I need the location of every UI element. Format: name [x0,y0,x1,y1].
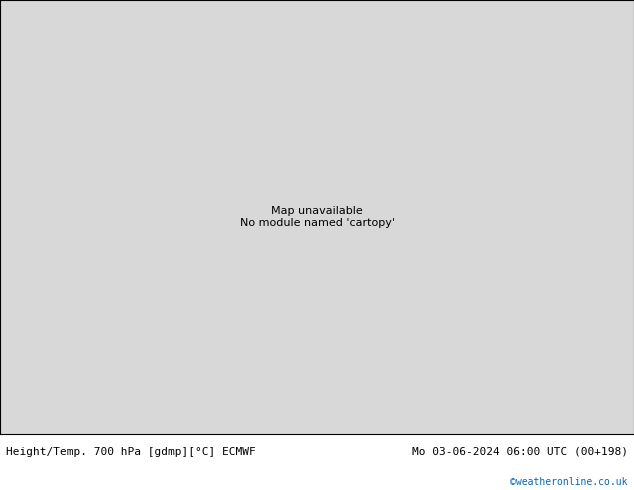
Text: Map unavailable
No module named 'cartopy': Map unavailable No module named 'cartopy… [240,206,394,228]
Text: Height/Temp. 700 hPa [gdmp][°C] ECMWF: Height/Temp. 700 hPa [gdmp][°C] ECMWF [6,447,256,457]
Text: Mo 03-06-2024 06:00 UTC (00+198): Mo 03-06-2024 06:00 UTC (00+198) [411,447,628,457]
Text: ©weatheronline.co.uk: ©weatheronline.co.uk [510,477,628,487]
